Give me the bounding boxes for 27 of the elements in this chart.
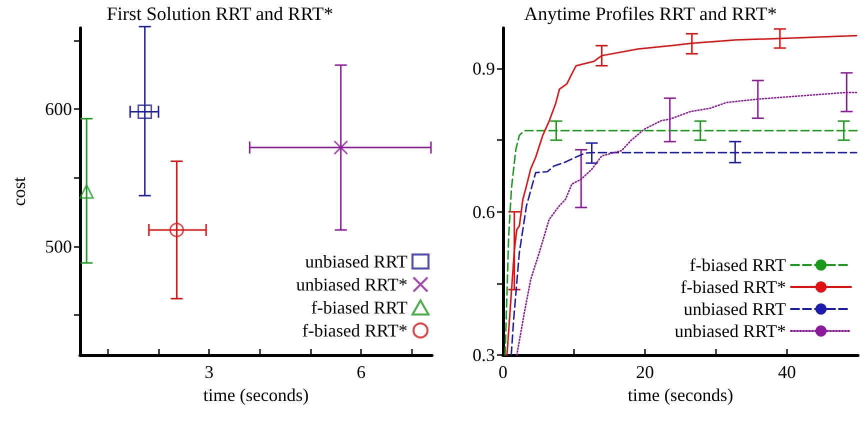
chart-title: First Solution RRT and RRT* bbox=[106, 4, 334, 25]
x-tick-label: 40 bbox=[778, 362, 796, 382]
point bbox=[79, 184, 94, 199]
legend-label: unbiased RRT bbox=[305, 252, 408, 272]
y-tick-label: 600 bbox=[45, 99, 72, 120]
legend-label: f-biased RRT bbox=[311, 298, 408, 318]
x-tick-label: 20 bbox=[636, 362, 654, 382]
y-tick-label: 500 bbox=[45, 236, 72, 256]
chart-title: Anytime Profiles RRT and RRT* bbox=[524, 4, 777, 25]
legend-label: unbiased RRT bbox=[684, 299, 786, 319]
point bbox=[138, 104, 152, 120]
y-tick-label: 0.9 bbox=[472, 58, 495, 79]
x-tick-label: 3 bbox=[204, 362, 214, 382]
x-tick-label: 0 bbox=[498, 362, 508, 382]
x-axis-title: time (seconds) bbox=[203, 384, 309, 405]
point bbox=[170, 222, 184, 238]
y-tick-label: 0.6 bbox=[472, 202, 495, 222]
legend-label: f-biased RRT* bbox=[302, 320, 408, 340]
legend-label: unbiased RRT* bbox=[674, 321, 786, 341]
x-axis-title: time (seconds) bbox=[628, 384, 734, 405]
legend-label: f-biased RRT bbox=[690, 255, 786, 275]
point bbox=[334, 140, 348, 155]
y-tick-label: 0.3 bbox=[472, 345, 495, 365]
legend-label: f-biased RRT* bbox=[680, 277, 786, 297]
legend-label: unbiased RRT* bbox=[296, 274, 408, 294]
x-tick-label: 6 bbox=[356, 362, 366, 382]
y-axis-title: cost bbox=[9, 177, 29, 206]
